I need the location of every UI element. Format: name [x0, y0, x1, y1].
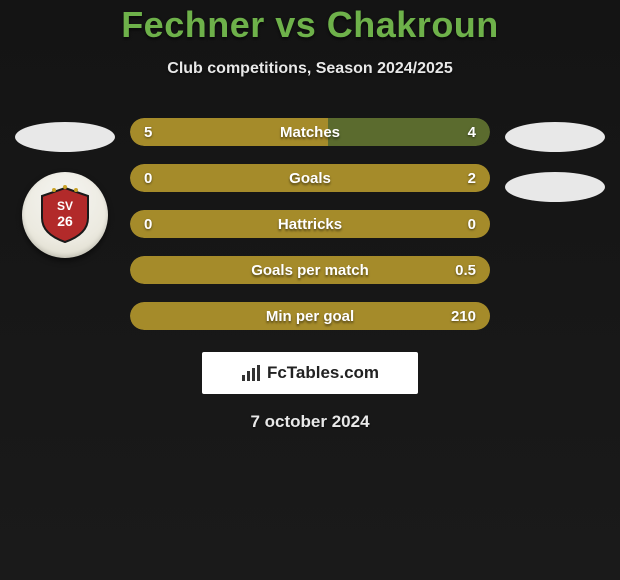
stat-label: Min per goal — [266, 308, 354, 325]
stat-label: Hattricks — [278, 216, 342, 233]
stat-right-value: 210 — [451, 308, 476, 325]
stat-bar: 0 Goals 2 — [130, 164, 490, 192]
left-player-photo-placeholder — [15, 122, 115, 152]
left-club-badge: SV 26 — [22, 172, 108, 258]
stat-bar: 5 Matches 4 — [130, 118, 490, 146]
stats-section: SV 26 5 Matches 4 0 Goals 2 0 Hattricks 0 Goals p… — [0, 118, 620, 330]
svg-text:SV: SV — [57, 199, 73, 213]
stat-bar: Goals per match 0.5 — [130, 256, 490, 284]
page-title: Fechner vs Chakroun — [121, 4, 499, 46]
stat-right-value: 2 — [468, 170, 476, 187]
left-player-col: SV 26 — [10, 118, 120, 258]
stat-left-value: 0 — [144, 170, 152, 187]
stat-right-fill — [328, 118, 490, 146]
date-text: 7 october 2024 — [250, 412, 369, 432]
stat-right-value: 0.5 — [455, 262, 476, 279]
right-player-col — [500, 118, 610, 202]
brand-text: FcTables.com — [267, 363, 379, 383]
stat-left-value: 0 — [144, 216, 152, 233]
stat-right-value: 0 — [468, 216, 476, 233]
right-player-photo-placeholder — [505, 122, 605, 152]
svg-text:26: 26 — [57, 213, 73, 229]
stat-right-value: 4 — [468, 124, 476, 141]
page-subtitle: Club competitions, Season 2024/2025 — [167, 60, 452, 78]
stat-bar: Min per goal 210 — [130, 302, 490, 330]
stats-bars: 5 Matches 4 0 Goals 2 0 Hattricks 0 Goals per mat… — [130, 118, 490, 330]
bar-chart-icon — [241, 364, 261, 382]
right-club-badge-placeholder — [505, 172, 605, 202]
stat-bar: 0 Hattricks 0 — [130, 210, 490, 238]
stat-label: Matches — [280, 124, 340, 141]
stat-label: Goals — [289, 170, 331, 187]
wehen-wiesbaden-crest-icon: SV 26 — [34, 184, 96, 246]
stat-left-value: 5 — [144, 124, 152, 141]
fctables-link[interactable]: FcTables.com — [202, 352, 418, 394]
stat-label: Goals per match — [251, 262, 369, 279]
